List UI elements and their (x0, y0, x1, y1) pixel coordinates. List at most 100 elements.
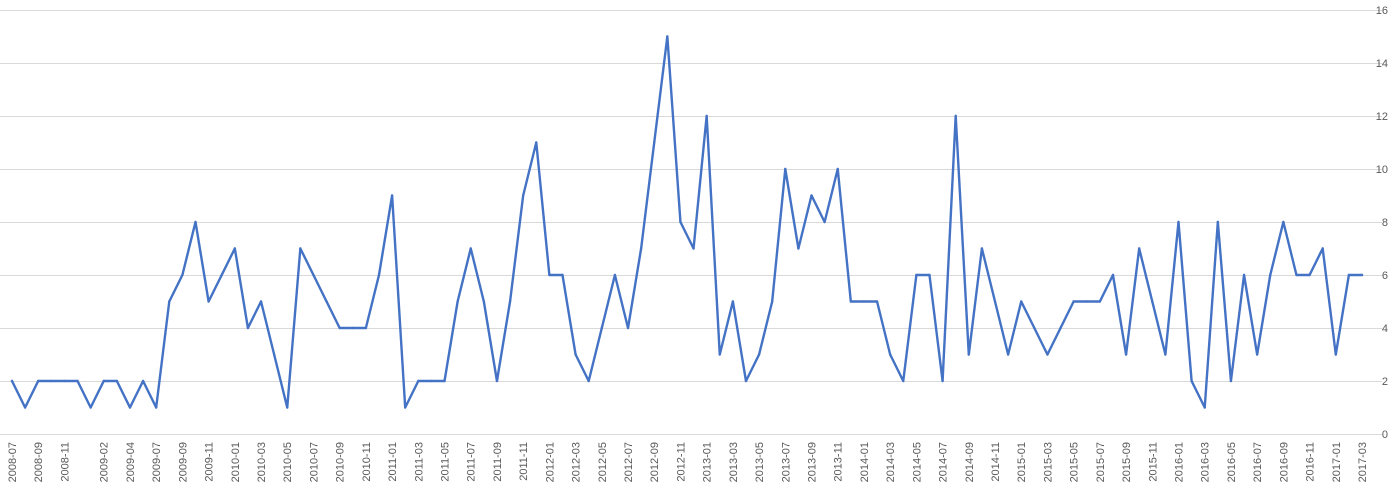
data-point (128, 406, 132, 409)
data-point (1308, 273, 1311, 277)
data-point (980, 247, 984, 250)
data-point (1151, 300, 1154, 303)
x-tick-label: 2014-07 (938, 442, 950, 482)
x-tick-label: 2010-01 (230, 442, 242, 482)
data-point (1190, 379, 1193, 383)
data-point (535, 141, 538, 144)
data-point (443, 379, 446, 383)
data-point (23, 406, 27, 409)
data-point (902, 379, 905, 383)
data-point (849, 300, 853, 303)
x-tick-label: 2012-03 (571, 442, 583, 482)
x-tick-label: 2015-03 (1042, 442, 1054, 482)
data-point (666, 35, 669, 38)
data-point (10, 379, 14, 383)
x-tick-label: 2011-03 (413, 442, 425, 482)
x-tick-label: 2014-05 (911, 442, 923, 482)
y-tick-label: 10 (1376, 164, 1388, 176)
x-tick-label: 2009-07 (151, 442, 163, 482)
data-point (1269, 273, 1272, 277)
data-point (76, 379, 79, 383)
data-point (561, 273, 564, 277)
x-tick-label: 2015-01 (1016, 442, 1028, 482)
data-point (1229, 379, 1233, 383)
data-point (1006, 353, 1010, 356)
series-line (10, 35, 1364, 409)
data-point (705, 114, 708, 118)
data-point (390, 194, 394, 197)
data-point (233, 247, 237, 250)
x-tick-label: 2010-03 (256, 442, 268, 482)
data-point (810, 194, 813, 197)
x-tick-label: 2008-07 (7, 442, 19, 482)
x-tick-label: 2017-01 (1331, 442, 1343, 482)
data-point (181, 273, 184, 277)
data-point (954, 114, 957, 118)
y-tick-label: 16 (1376, 5, 1388, 17)
x-tick-label: 2016-09 (1278, 442, 1290, 482)
data-point (862, 300, 866, 303)
data-point (272, 353, 276, 356)
x-tick-label: 2013-03 (728, 442, 740, 482)
x-tick-label: 2012-09 (649, 442, 661, 482)
data-point (115, 379, 119, 383)
data-point (364, 326, 368, 330)
data-point (469, 247, 472, 250)
data-point (613, 273, 617, 277)
data-point (168, 300, 171, 303)
data-point (1046, 353, 1049, 356)
x-tick-label: 2010-07 (308, 442, 320, 482)
x-tick-label: 2012-01 (544, 442, 556, 482)
data-point (731, 300, 735, 303)
data-point (154, 406, 158, 409)
data-point (1059, 326, 1062, 330)
data-point (1255, 353, 1259, 356)
data-point (587, 379, 590, 383)
data-point (692, 247, 695, 250)
x-tick-label: 2016-05 (1226, 442, 1238, 482)
data-point (718, 353, 721, 356)
x-tick-label: 2014-01 (859, 442, 871, 482)
data-point (1177, 220, 1180, 224)
y-tick-label: 4 (1382, 323, 1388, 335)
data-point (50, 379, 53, 383)
x-tick-label: 2008-11 (59, 442, 71, 482)
data-point (1137, 247, 1141, 250)
data-point (1334, 353, 1337, 356)
x-tick-label: 2015-11 (1147, 442, 1159, 482)
x-tick-label: 2016-07 (1252, 442, 1264, 482)
x-tick-label: 2008-09 (33, 442, 45, 482)
data-point (1360, 273, 1364, 277)
x-tick-label: 2016-03 (1200, 442, 1212, 482)
data-point (626, 326, 630, 330)
x-tick-label: 2016-11 (1305, 442, 1317, 482)
data-point (1347, 273, 1351, 277)
data-point (325, 300, 328, 303)
y-tick-label: 14 (1376, 58, 1388, 70)
data-point (888, 353, 892, 356)
x-tick-label: 2014-03 (885, 442, 897, 482)
x-tick-label: 2012-07 (623, 442, 635, 482)
data-point (1072, 300, 1075, 303)
data-point (1242, 273, 1246, 277)
data-point (521, 194, 525, 197)
x-tick-label: 2009-11 (204, 442, 216, 482)
x-tick-label: 2010-09 (335, 442, 347, 482)
x-tick-label: 2011-11 (518, 442, 530, 481)
data-point (37, 379, 40, 383)
data-point (456, 300, 459, 303)
data-point (757, 353, 761, 356)
data-point (1282, 220, 1285, 224)
data-point (797, 247, 800, 250)
y-tick-label: 2 (1382, 376, 1388, 388)
data-point (1164, 353, 1167, 356)
x-tick-label: 2011-05 (440, 442, 452, 482)
data-point (141, 379, 145, 383)
data-point (770, 300, 774, 303)
gridlines (0, 10, 1382, 435)
x-tick-label: 2011-09 (492, 442, 504, 482)
data-point (1124, 353, 1128, 356)
data-point (941, 379, 944, 383)
data-point (286, 406, 289, 409)
